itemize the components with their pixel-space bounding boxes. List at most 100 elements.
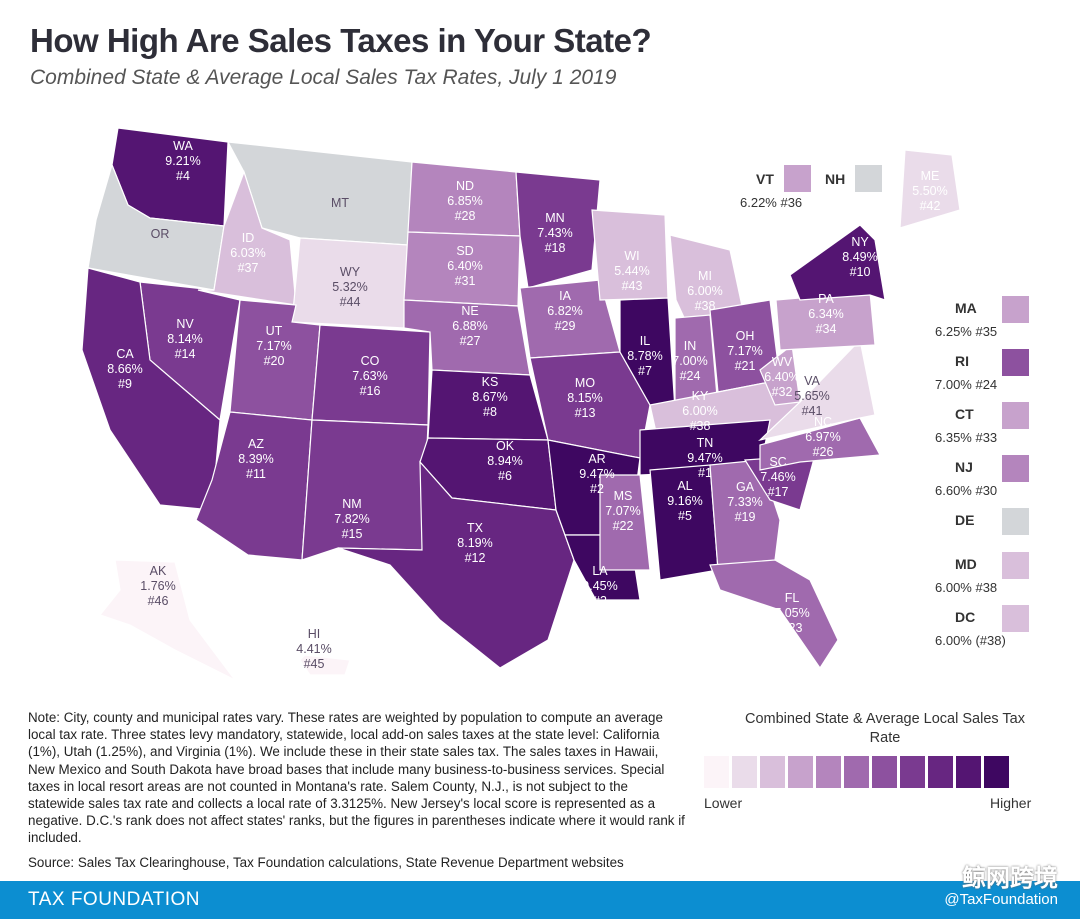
state-label-sc-rank: #17 (768, 485, 789, 499)
state-label-nm-rate: 7.82% (334, 512, 369, 526)
vt-abbr: VT (756, 171, 774, 187)
state-label-ca-rate: 8.66% (107, 362, 142, 376)
scale-swatch-7 (900, 756, 925, 788)
state-label-nc-rank: #26 (813, 445, 834, 459)
state-label-tx-rank: #12 (465, 551, 486, 565)
state-wv[interactable] (759, 343, 801, 406)
state-label-wa-abbr: WA (173, 139, 193, 153)
state-label-ga-rank: #19 (735, 510, 756, 524)
state-label-hi-rank: #45 (304, 657, 325, 671)
footer-bar: TAX FOUNDATION @TaxFoundation (0, 881, 1080, 919)
legend-abbr: RI (955, 353, 969, 369)
legend-value: 6.35% #33 (935, 430, 998, 445)
nh-swatch (855, 165, 882, 192)
legend-abbr: NJ (955, 459, 973, 475)
state-label-ky-rate: 6.00% (682, 404, 717, 418)
state-label-pa-rate: 6.34% (808, 307, 843, 321)
color-scale (704, 756, 1009, 788)
state-label-ny-rank: #10 (850, 265, 871, 279)
legend-item-de: DE (935, 502, 1045, 558)
state-label-az-abbr: AZ (248, 437, 264, 451)
state-label-ks-rate: 8.67% (472, 390, 507, 404)
legend-abbr: DE (955, 512, 975, 528)
state-label-nv-rank: #14 (175, 347, 196, 361)
state-label-sc-rate: 7.46% (760, 470, 795, 484)
state-label-oh-abbr: OH (736, 329, 755, 343)
state-me[interactable] (899, 149, 961, 229)
legend-swatch (1002, 605, 1029, 632)
state-label-nc-abbr: NC (814, 415, 832, 429)
state-label-ok-abbr: OK (496, 439, 515, 453)
state-label-ak-rate: 1.76% (140, 579, 175, 593)
state-label-wv-abbr: WV (772, 355, 793, 369)
state-hi[interactable] (299, 654, 351, 676)
legend-swatch (1002, 508, 1029, 535)
legend-item-ri: RI 7.00% #24 (935, 343, 1045, 399)
scale-swatch-3 (788, 756, 813, 788)
scale-swatch-9 (956, 756, 981, 788)
state-label-va-rate: 5.65% (794, 389, 829, 403)
legend-value: 6.00% (#38) (935, 633, 1006, 648)
state-label-la-abbr: LA (592, 564, 608, 578)
state-label-co-rate: 7.63% (352, 369, 387, 383)
state-label-wi-abbr: WI (624, 249, 639, 263)
state-label-in-rank: #24 (680, 369, 701, 383)
state-label-az-rate: 8.39% (238, 452, 273, 466)
scale-swatch-2 (760, 756, 785, 788)
state-label-il-abbr: IL (640, 334, 650, 348)
map-subtitle: Combined State & Average Local Sales Tax… (30, 66, 617, 89)
state-label-ia-rank: #29 (555, 319, 576, 333)
state-ak[interactable] (98, 559, 236, 681)
footer-brand[interactable]: TAX FOUNDATION (28, 889, 201, 910)
state-label-tn-abbr: TN (697, 436, 714, 450)
legend-value: 6.00% #38 (935, 580, 998, 595)
scale-swatch-0 (704, 756, 729, 788)
state-label-wy-rate: 5.32% (332, 280, 367, 294)
map-title: How High Are Sales Taxes in Your State? (30, 22, 652, 59)
state-nm[interactable] (301, 419, 429, 561)
state-label-ar-rate: 9.47% (579, 467, 614, 481)
state-label-ga-rate: 7.33% (727, 495, 762, 509)
state-label-ak-rank: #46 (148, 594, 169, 608)
state-label-nv-abbr: NV (176, 317, 194, 331)
state-label-mn-rate: 7.43% (537, 226, 572, 240)
state-label-mi-rate: 6.00% (687, 284, 722, 298)
state-ms[interactable] (599, 474, 651, 571)
footer-handle[interactable]: @TaxFoundation (944, 891, 1058, 908)
state-label-sd-rate: 6.40% (447, 259, 482, 273)
state-label-il-rank: #7 (638, 364, 652, 378)
legend-item-md: MD 6.00% #38 (935, 546, 1045, 602)
scale-swatch-8 (928, 756, 953, 788)
state-label-ia-rate: 6.82% (547, 304, 582, 318)
scale-swatch-6 (872, 756, 897, 788)
state-label-mo-rate: 8.15% (567, 391, 602, 405)
state-fl[interactable] (709, 559, 839, 670)
state-label-oh-rate: 7.17% (727, 344, 762, 358)
state-label-tn-rank: #1 (698, 466, 712, 480)
legend-value: 7.00% #24 (935, 377, 998, 392)
legend-value: 6.25% #35 (935, 324, 998, 339)
state-label-hi-rate: 4.41% (296, 642, 331, 656)
state-label-wv-rank: #32 (772, 385, 793, 399)
state-label-co-rank: #16 (360, 384, 381, 398)
state-ny[interactable] (789, 224, 886, 301)
state-va[interactable] (758, 338, 876, 442)
state-nc[interactable] (759, 417, 881, 471)
state-label-nm-abbr: NM (342, 497, 361, 511)
state-label-me-rate: 5.50% (912, 184, 947, 198)
state-mn[interactable] (515, 171, 601, 289)
state-label-ca-abbr: CA (116, 347, 134, 361)
legend-swatch (1002, 402, 1029, 429)
state-label-ok-rank: #6 (498, 469, 512, 483)
legend-swatch (1002, 455, 1029, 482)
state-label-tx-rate: 8.19% (457, 536, 492, 550)
watermark: 鲸网跨境 (962, 865, 1058, 892)
state-label-ks-rank: #8 (483, 405, 497, 419)
state-label-id-abbr: ID (242, 231, 255, 245)
state-label-pa-rank: #34 (816, 322, 837, 336)
state-label-al-abbr: AL (677, 479, 692, 493)
state-label-fl-abbr: FL (785, 591, 800, 605)
scale-low-label: Lower (704, 795, 743, 811)
scale-swatch-4 (816, 756, 841, 788)
state-label-sd-abbr: SD (456, 244, 473, 258)
